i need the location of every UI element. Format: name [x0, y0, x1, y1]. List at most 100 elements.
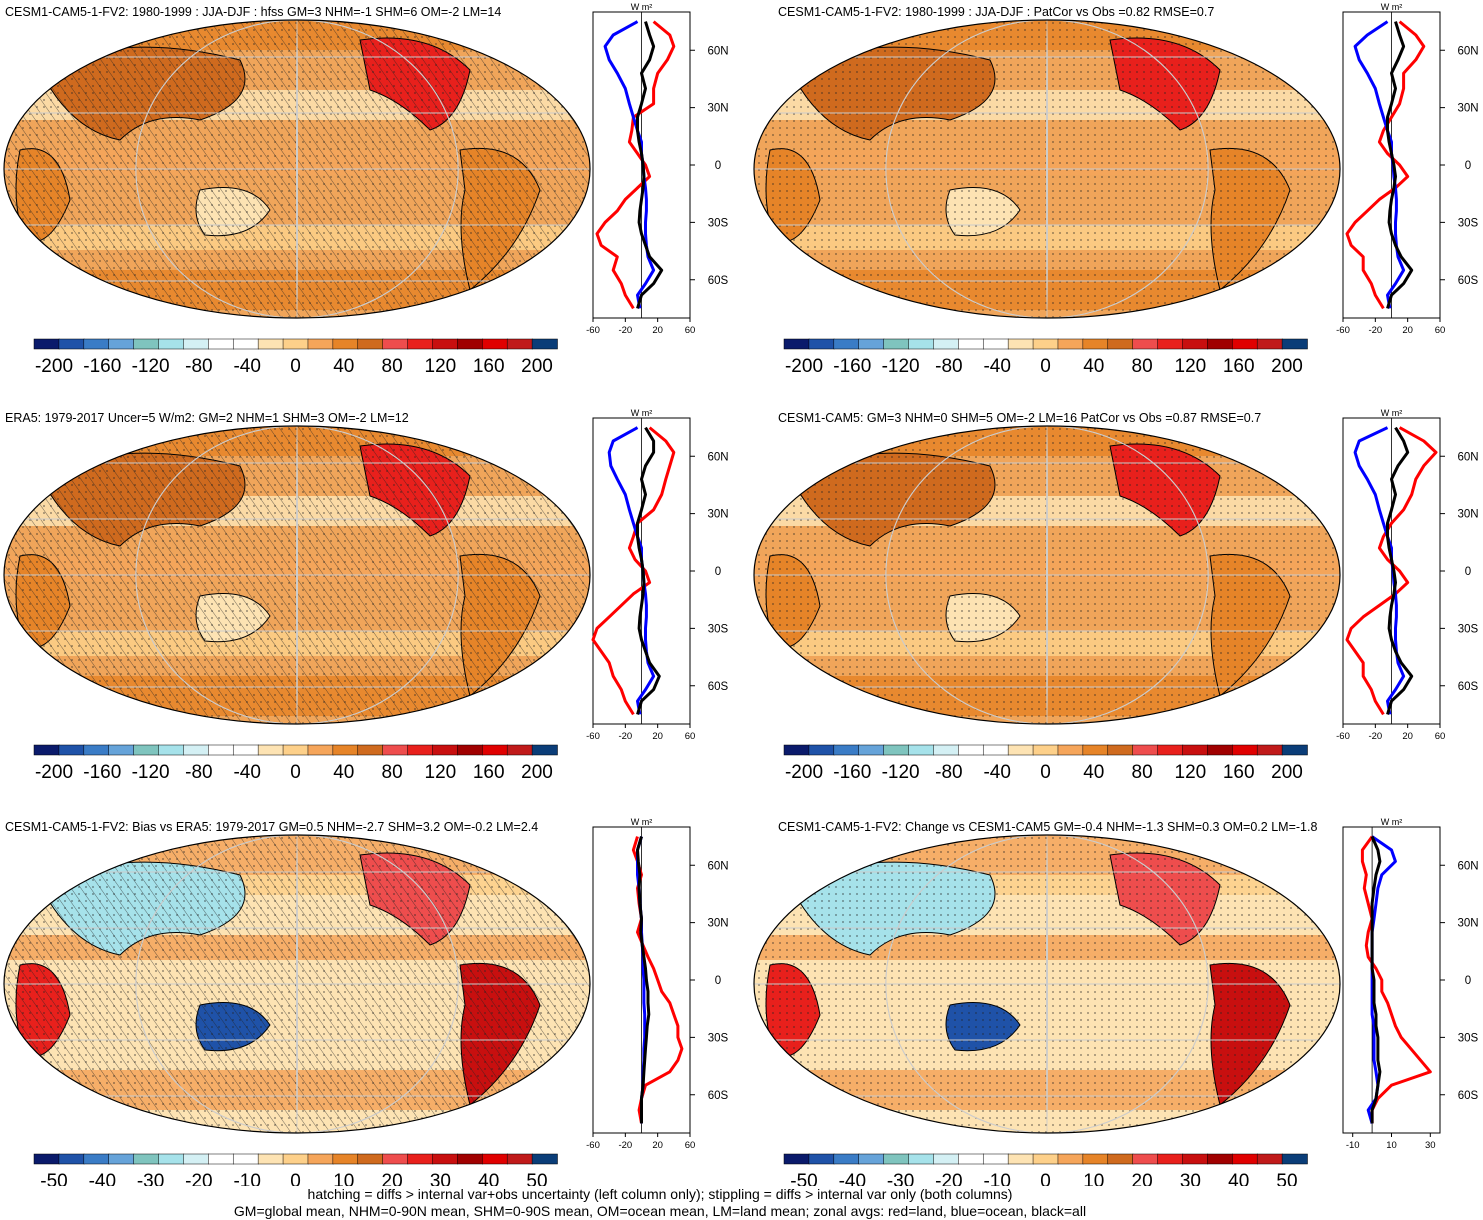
colorbar-tick-label: 120: [1175, 356, 1207, 377]
colorbar-cell: [833, 338, 860, 350]
colorbar-cell: [282, 1153, 309, 1165]
panel-bottom-left: CESM1-CAM5-1-FV2: Bias vs ERA5: 1979-201…: [3, 817, 729, 1186]
lat-tick-label: 60N: [707, 45, 728, 57]
zonal-unit-label: W m²: [1381, 817, 1403, 827]
stippling: [4, 426, 590, 724]
colorbar-cell: [382, 744, 409, 756]
colorbar-cell: [1281, 744, 1308, 756]
colorbar-cell: [83, 1153, 110, 1165]
stippling: [4, 835, 590, 1133]
colorbar-tick-label: 120: [425, 356, 457, 377]
figure-footer: hatching = diffs > internal var+obs unce…: [0, 1186, 1320, 1220]
zonal-xtick-label: -60: [586, 731, 600, 742]
colorbar-tick-label: -160: [83, 356, 121, 377]
stippling: [754, 835, 1340, 1133]
colorbar-tick-label: 40: [333, 762, 354, 783]
zonal-xtick-label: 60: [1435, 731, 1446, 742]
colorbar-cell: [33, 744, 60, 756]
colorbar-cell: [457, 744, 484, 756]
stippling: [754, 20, 1340, 318]
zonal-unit-label: W m²: [1381, 2, 1403, 12]
colorbar-cell: [1057, 744, 1084, 756]
lat-tick-label: 30N: [707, 103, 728, 115]
colorbar-cell: [1107, 338, 1134, 350]
colorbar-tick-label: 0: [290, 1171, 301, 1186]
lat-tick-label: 30N: [707, 509, 728, 521]
colorbar-tick-label: 200: [521, 762, 553, 783]
zonal-series-all: [636, 836, 651, 1124]
zonal-unit-label: W m²: [631, 408, 653, 418]
colorbar-tick-label: 0: [290, 356, 301, 377]
colorbar-tick-label: 160: [1223, 762, 1255, 783]
colorbar-tick-label: -120: [882, 356, 920, 377]
lat-tick-label: 30N: [1457, 509, 1478, 521]
colorbar-cell: [982, 1153, 1009, 1165]
colorbar-tick-label: -200: [35, 356, 73, 377]
colorbar-tick-label: 120: [425, 762, 457, 783]
lat-tick-label: 0: [1465, 160, 1471, 172]
colorbar-cell: [858, 744, 885, 756]
lat-tick-label: 30S: [708, 1032, 729, 1044]
colorbar-tick-label: -120: [132, 762, 170, 783]
colorbar-cell: [257, 338, 284, 350]
panel-title: CESM1-CAM5-1-FV2: Change vs CESM1-CAM5 G…: [778, 820, 1317, 834]
colorbar-cell: [58, 338, 85, 350]
colorbar-tick-label: 80: [1132, 762, 1153, 783]
colorbar-cell: [1232, 338, 1258, 350]
colorbar-cell: [33, 1153, 60, 1165]
colorbar-cell: [1256, 338, 1283, 350]
colorbar-tick-label: 0: [290, 762, 301, 783]
zonal-xtick-label: 30: [1425, 1140, 1436, 1151]
panel-top-right: CESM1-CAM5-1-FV2: 1980-1999 : JJA-DJF : …: [753, 2, 1479, 377]
colorbar-tick-label: -200: [785, 762, 823, 783]
zonal-series-land: [1345, 20, 1426, 310]
lat-tick-label: 60S: [1458, 275, 1479, 287]
colorbar-cell: [83, 338, 110, 350]
colorbar-tick-label: -50: [790, 1171, 817, 1186]
zonal-xtick-label: 60: [685, 325, 696, 336]
colorbar-tick-label: 0: [1040, 1171, 1051, 1186]
colorbar-cell: [833, 1153, 860, 1165]
zonal-xtick-label: -60: [1336, 731, 1350, 742]
footer-line-2: GM=global mean, NHM=0-90N mean, SHM=0-90…: [233, 1203, 1087, 1219]
colorbar-cell: [1032, 1153, 1059, 1165]
map-border: [3, 425, 591, 725]
colorbar-cell: [883, 744, 910, 756]
colorbar-cell: [982, 338, 1009, 350]
zonal-unit-label: W m²: [1381, 408, 1403, 418]
colorbar-cell: [357, 744, 384, 756]
map-border: [753, 425, 1341, 725]
colorbar-cell: [958, 1153, 984, 1165]
colorbar-cell: [133, 1153, 160, 1165]
colorbar-tick-label: 50: [526, 1171, 547, 1186]
colorbar-cell: [1007, 744, 1034, 756]
zonal-xtick-label: -10: [1346, 1140, 1360, 1151]
colorbar-cell: [1082, 744, 1109, 756]
colorbar-cell: [1007, 1153, 1034, 1165]
colorbar-cell: [1182, 744, 1209, 756]
colorbar-cell: [1232, 1153, 1258, 1165]
colorbar-cell: [232, 1153, 259, 1165]
lat-tick-label: 0: [1465, 975, 1471, 987]
zonal-xtick-label: -20: [1368, 731, 1382, 742]
colorbar-tick-label: 40: [478, 1171, 499, 1186]
colorbar-cell: [1157, 338, 1184, 350]
colorbar-tick-label: -30: [887, 1171, 914, 1186]
colorbar-cell: [208, 338, 234, 350]
colorbar-tick-label: -30: [137, 1171, 164, 1186]
colorbar-tick-label: -40: [89, 1171, 116, 1186]
colorbar-tick-label: 0: [1040, 762, 1051, 783]
map-area: [754, 835, 1340, 1133]
zonal-xtick-label: 10: [1386, 1140, 1397, 1151]
colorbar-cell: [833, 744, 860, 756]
colorbar-cell: [1157, 744, 1184, 756]
colorbar-tick-label: -160: [833, 762, 871, 783]
colorbar-tick-label: 80: [382, 356, 403, 377]
colorbar-cell: [783, 338, 810, 350]
colorbar-cell: [1057, 1153, 1084, 1165]
colorbar-cell: [357, 338, 384, 350]
map-border: [3, 834, 591, 1134]
colorbar-cell: [1281, 1153, 1308, 1165]
lat-tick-label: 60N: [1457, 451, 1478, 463]
colorbar-cell: [108, 744, 135, 756]
